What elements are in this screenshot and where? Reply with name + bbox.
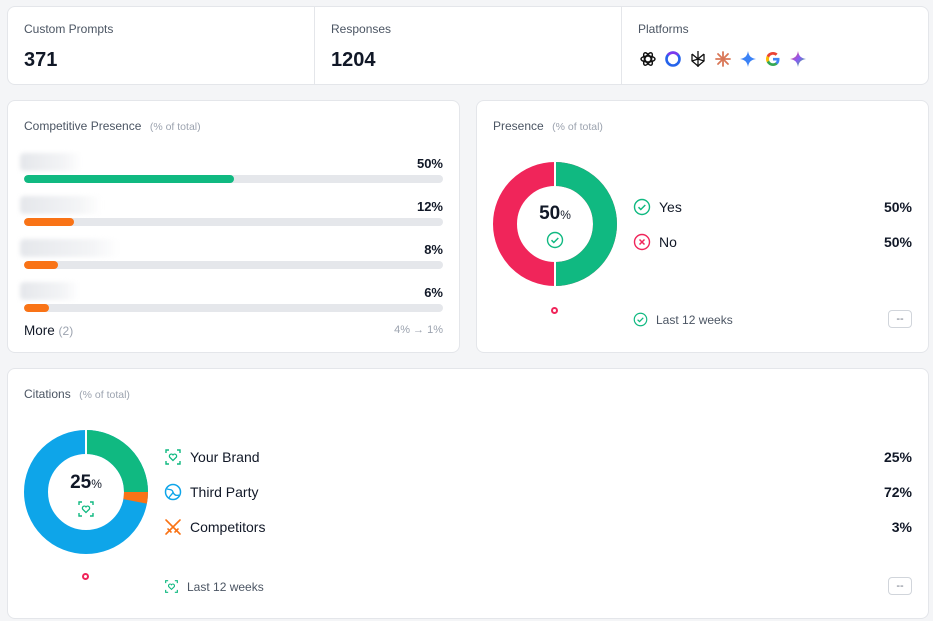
progress-track (24, 218, 443, 226)
competitor-percent: 12% (416, 199, 443, 214)
gemini-icon (738, 49, 757, 68)
citations-donut (24, 430, 148, 554)
donut-center-value: 50% (493, 203, 617, 225)
progress-fill (24, 218, 75, 226)
donut-brand-segment (85, 430, 148, 493)
competitor-percent: 50% (416, 156, 443, 171)
center-unit: % (560, 208, 571, 222)
blurred-competitor-name (20, 196, 102, 214)
center-unit: % (91, 477, 102, 491)
platform-icons (638, 49, 912, 68)
presence-card: Presence (% of total) 50% Yes 50% No 50%… (476, 100, 929, 353)
donut-yes-segment (554, 162, 617, 286)
legend-value: 25% (883, 449, 912, 465)
legend-label: Your Brand (190, 449, 260, 465)
stat-label: Responses (331, 22, 392, 36)
progress-track (24, 175, 443, 183)
legend-value: 72% (883, 484, 912, 500)
more-count: (2) (58, 324, 74, 338)
competitor-row[interactable]: 12% (20, 190, 443, 233)
stat-label: Custom Prompts (24, 22, 114, 36)
card-title: Presence (493, 119, 544, 133)
legend-label: Competitors (190, 519, 266, 535)
legend-your-brand: Your Brand (164, 448, 260, 466)
progress-fill (24, 261, 58, 269)
brand-heart-icon (78, 501, 94, 517)
competitor-percent: 8% (424, 242, 443, 257)
competitor-row[interactable]: 50% (20, 147, 443, 190)
x-circle-icon (633, 233, 651, 251)
competitor-row[interactable]: 8% (20, 233, 443, 276)
legend-competitors: Competitors (164, 518, 265, 536)
period-dropdown[interactable]: -- (888, 310, 912, 328)
swords-icon (165, 519, 181, 535)
progress-track (24, 304, 443, 312)
brand-heart-icon (165, 580, 178, 593)
brand-heart-icon (165, 449, 181, 465)
legend-value: 3% (891, 519, 912, 535)
citations-footer: Last 12 weeks (164, 579, 264, 594)
stats-card: Custom Prompts 371 Responses 1204 Platfo… (7, 6, 929, 85)
center-number: 25 (70, 472, 92, 493)
card-subtitle: (% of total) (79, 389, 130, 401)
presence-donut (493, 162, 617, 286)
stat-platforms: Platforms (622, 7, 928, 84)
stat-responses: Responses 1204 (315, 7, 622, 84)
check-circle-icon (633, 198, 651, 216)
globe-icon (164, 483, 182, 501)
competitive-presence-card: Competitive Presence (% of total) 50% 12… (7, 100, 460, 353)
more-label: More (24, 323, 55, 338)
progress-fill (24, 175, 234, 183)
period-dropdown[interactable]: -- (888, 577, 912, 595)
legend-value: 50% (883, 234, 912, 250)
donut-center-value: 25% (24, 472, 148, 494)
chatgpt-icon (638, 49, 657, 68)
perplexity-icon (688, 49, 707, 68)
legend-label: No (659, 234, 677, 250)
progress-track (24, 261, 443, 269)
card-title: Competitive Presence (24, 119, 142, 133)
stat-label: Platforms (638, 22, 689, 36)
card-title: Citations (24, 387, 71, 401)
competitor-row[interactable]: 6% (20, 276, 443, 319)
status-dot (551, 307, 558, 314)
status-dot (82, 573, 89, 580)
legend-yes: Yes (633, 198, 682, 216)
claude-icon (713, 49, 732, 68)
blurred-competitor-name (20, 282, 80, 300)
legend-label: Third Party (190, 484, 259, 500)
legend-third-party: Third Party (164, 483, 258, 501)
stat-custom-prompts: Custom Prompts 371 (8, 7, 315, 84)
presence-footer: Last 12 weeks (633, 312, 733, 327)
citations-card: Citations (% of total) 25% Your Brand 25… (7, 368, 929, 619)
center-number: 50 (539, 203, 561, 224)
range-text: 4% → 1% (394, 324, 443, 336)
card-subtitle: (% of total) (552, 121, 603, 133)
more-button[interactable]: More (2) (24, 323, 73, 338)
progress-fill (24, 304, 50, 312)
stat-value: 1204 (331, 49, 376, 71)
google-icon (763, 49, 782, 68)
competitor-percent: 6% (424, 285, 443, 300)
card-subtitle: (% of total) (149, 121, 201, 133)
blurred-competitor-name (20, 239, 120, 257)
donut-competitors-segment (123, 491, 148, 504)
footer-label: Last 12 weeks (656, 312, 733, 327)
stat-value: 371 (24, 49, 58, 71)
footer-label: Last 12 weeks (187, 579, 264, 594)
blurred-competitor-name (20, 153, 82, 171)
check-circle-icon (546, 231, 564, 249)
legend-label: Yes (659, 199, 682, 215)
copilot-icon (663, 49, 682, 68)
gemini-color-icon (788, 49, 807, 68)
legend-no: No (633, 233, 677, 251)
check-circle-icon (633, 312, 648, 327)
legend-value: 50% (883, 199, 912, 215)
